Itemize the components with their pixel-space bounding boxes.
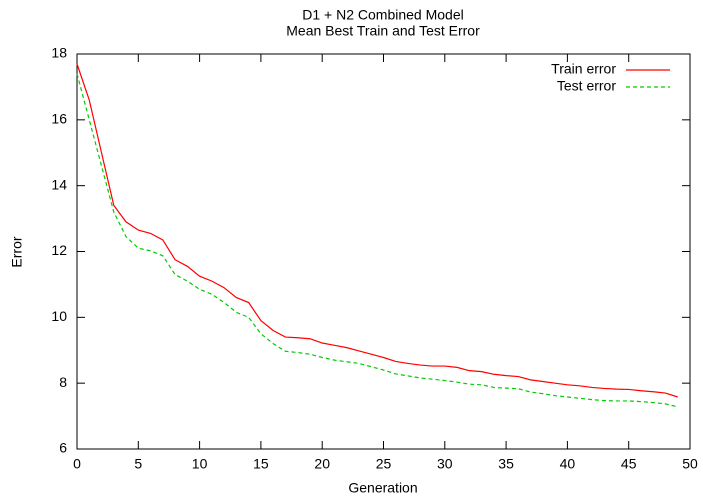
x-tick-label: 5: [134, 456, 142, 472]
chart-subtitle: Mean Best Train and Test Error: [286, 23, 480, 39]
chart-title: D1 + N2 Combined Model: [302, 7, 463, 23]
x-tick-label: 10: [192, 456, 208, 472]
x-tick-label: 0: [73, 456, 81, 472]
data-line: [76, 63, 678, 398]
legend-label: Train error: [551, 61, 616, 77]
x-tick-label: 40: [560, 456, 576, 472]
data-line: [76, 73, 678, 408]
y-tick-label: 12: [51, 242, 67, 258]
y-axis-label: Error: [9, 236, 25, 267]
y-tick-label: 10: [51, 308, 67, 324]
x-tick-label: 20: [314, 456, 330, 472]
y-tick-label: 18: [51, 45, 67, 61]
y-tick-label: 14: [51, 176, 67, 192]
x-tick-label: 15: [253, 456, 269, 472]
legend-label: Test error: [557, 78, 616, 94]
x-axis-label: Generation: [348, 480, 417, 496]
y-tick-label: 6: [59, 440, 67, 456]
x-tick-label: 30: [437, 456, 453, 472]
x-tick-label: 45: [621, 456, 637, 472]
x-tick-label: 50: [682, 456, 698, 472]
y-tick-label: 8: [59, 374, 67, 390]
y-tick-label: 16: [51, 111, 67, 127]
plot-frame: [76, 53, 691, 450]
x-tick-label: 35: [498, 456, 514, 472]
x-tick-label: 25: [376, 456, 392, 472]
